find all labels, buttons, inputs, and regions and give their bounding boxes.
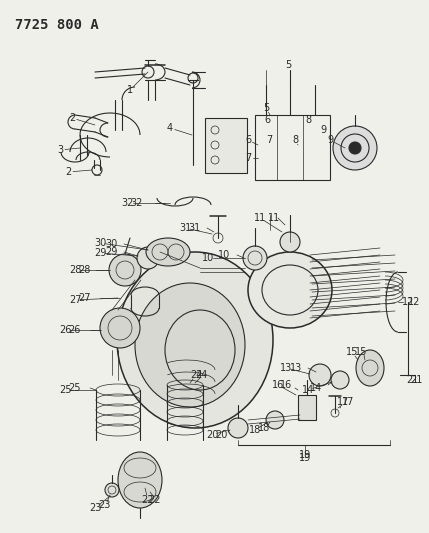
Circle shape (228, 418, 248, 438)
Circle shape (266, 411, 284, 429)
Text: 21: 21 (406, 375, 418, 385)
Text: 31: 31 (188, 223, 200, 233)
Circle shape (243, 246, 267, 270)
Circle shape (333, 126, 377, 170)
Text: 3: 3 (57, 145, 63, 155)
Text: 7: 7 (245, 153, 251, 163)
Text: 29: 29 (94, 248, 106, 258)
Text: 26: 26 (59, 325, 71, 335)
Text: 7725 800 A: 7725 800 A (15, 18, 99, 32)
Text: 10: 10 (218, 250, 230, 260)
Text: 12: 12 (402, 297, 414, 307)
Text: 2: 2 (69, 113, 75, 123)
Text: 6: 6 (264, 115, 270, 125)
Text: 10: 10 (202, 253, 214, 263)
Text: 8: 8 (305, 115, 311, 125)
Text: 2: 2 (65, 167, 71, 177)
Text: 21: 21 (410, 375, 423, 385)
Text: 30: 30 (105, 239, 117, 249)
Ellipse shape (248, 252, 332, 328)
Text: 7: 7 (266, 135, 272, 145)
Circle shape (280, 232, 300, 252)
Ellipse shape (356, 350, 384, 386)
Text: 11: 11 (254, 213, 266, 223)
Text: 31: 31 (179, 223, 191, 233)
Text: 28: 28 (78, 265, 91, 275)
Text: 24: 24 (190, 370, 202, 380)
Text: 9: 9 (320, 125, 326, 135)
Circle shape (100, 308, 140, 348)
Bar (255, 115, 330, 180)
Text: 22: 22 (142, 495, 154, 505)
Text: 11: 11 (268, 213, 280, 223)
Text: 20: 20 (206, 430, 218, 440)
Text: 18: 18 (249, 425, 261, 435)
Text: 27: 27 (69, 295, 81, 305)
Ellipse shape (117, 252, 273, 428)
Text: 18: 18 (258, 423, 270, 433)
Text: 17: 17 (342, 397, 354, 407)
Ellipse shape (135, 283, 245, 407)
Text: 1: 1 (127, 85, 133, 95)
Text: 5: 5 (285, 60, 291, 70)
Circle shape (105, 483, 119, 497)
Text: 28: 28 (69, 265, 81, 275)
Text: 16: 16 (272, 380, 284, 390)
Text: 12: 12 (408, 297, 420, 307)
Text: 26: 26 (68, 325, 80, 335)
Text: 23: 23 (89, 503, 101, 513)
Ellipse shape (146, 238, 190, 266)
Circle shape (349, 142, 361, 154)
Text: 25: 25 (59, 385, 71, 395)
Text: 17: 17 (337, 397, 349, 407)
Ellipse shape (118, 452, 162, 508)
Text: 14: 14 (302, 385, 314, 395)
Text: 15: 15 (346, 347, 358, 357)
Text: 27: 27 (78, 293, 91, 303)
Text: 19: 19 (299, 453, 311, 463)
Text: 20: 20 (215, 430, 227, 440)
Text: 25: 25 (68, 383, 81, 393)
Text: 30: 30 (94, 238, 106, 248)
Circle shape (309, 364, 331, 386)
Text: 29: 29 (105, 247, 118, 257)
Text: 14: 14 (310, 383, 322, 393)
Text: 13: 13 (280, 363, 292, 373)
Circle shape (331, 371, 349, 389)
Text: 6: 6 (245, 135, 251, 145)
Text: 4: 4 (167, 123, 173, 133)
Text: 15: 15 (355, 347, 367, 357)
Text: 32: 32 (122, 198, 134, 208)
Bar (205, 118, 247, 173)
Text: 9: 9 (327, 135, 333, 145)
Text: 32: 32 (130, 198, 142, 208)
Bar (298, 395, 316, 420)
Circle shape (109, 254, 141, 286)
Text: 13: 13 (290, 363, 302, 373)
Text: 24: 24 (195, 370, 207, 380)
Text: 22: 22 (148, 495, 160, 505)
Circle shape (137, 247, 159, 269)
Text: 8: 8 (292, 135, 298, 145)
Text: 16: 16 (280, 380, 292, 390)
Text: 5: 5 (263, 103, 269, 113)
Text: 19: 19 (299, 450, 311, 460)
Text: 23: 23 (98, 500, 110, 510)
